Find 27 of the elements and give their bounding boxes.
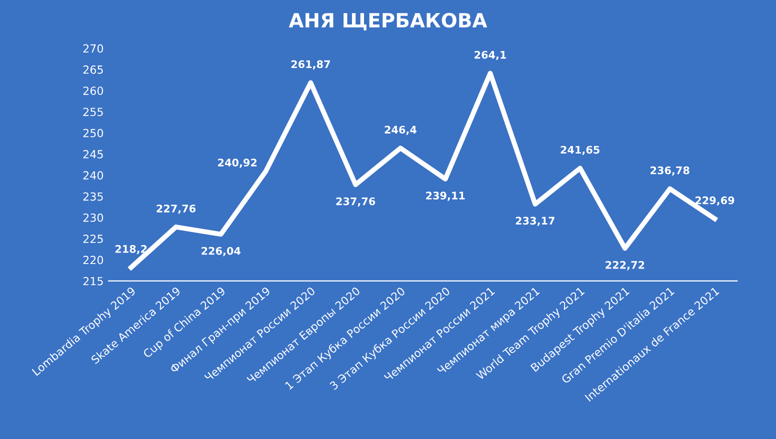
y-tick-label: 250 bbox=[83, 128, 104, 138]
data-label: 246,4 bbox=[384, 126, 416, 135]
data-label: 227,76 bbox=[156, 204, 196, 214]
y-tick-label: 220 bbox=[83, 256, 104, 264]
y-tick-label: 215 bbox=[83, 276, 103, 286]
y-tick-label: 265 bbox=[83, 65, 103, 74]
data-label: 233,17 bbox=[516, 216, 554, 226]
y-tick-label: 225 bbox=[83, 234, 103, 244]
data-label: 218,2 bbox=[115, 245, 147, 254]
y-tick-label: 260 bbox=[83, 86, 104, 95]
data-label: 226,04 bbox=[202, 246, 241, 256]
chart-title: АНЯ ЩЕРБАКОВА bbox=[288, 12, 488, 30]
data-label: 241,65 bbox=[560, 146, 600, 156]
data-label: 229,69 bbox=[695, 196, 734, 206]
data-label: 261,87 bbox=[291, 60, 330, 70]
data-label: 240,92 bbox=[218, 158, 257, 168]
y-tick-label: 245 bbox=[83, 150, 103, 158]
y-tick-label: 270 bbox=[83, 44, 104, 53]
y-tick-label: 255 bbox=[83, 108, 103, 116]
y-tick-label: 230 bbox=[83, 213, 104, 222]
data-label: 237,76 bbox=[336, 197, 376, 207]
data-label: 239,11 bbox=[426, 192, 465, 201]
data-label: 222,72 bbox=[606, 260, 644, 270]
data-label: 236,78 bbox=[650, 166, 690, 176]
y-tick-label: 240 bbox=[83, 171, 104, 180]
data-label: 264,1 bbox=[474, 50, 506, 60]
y-tick-label: 235 bbox=[83, 192, 103, 201]
